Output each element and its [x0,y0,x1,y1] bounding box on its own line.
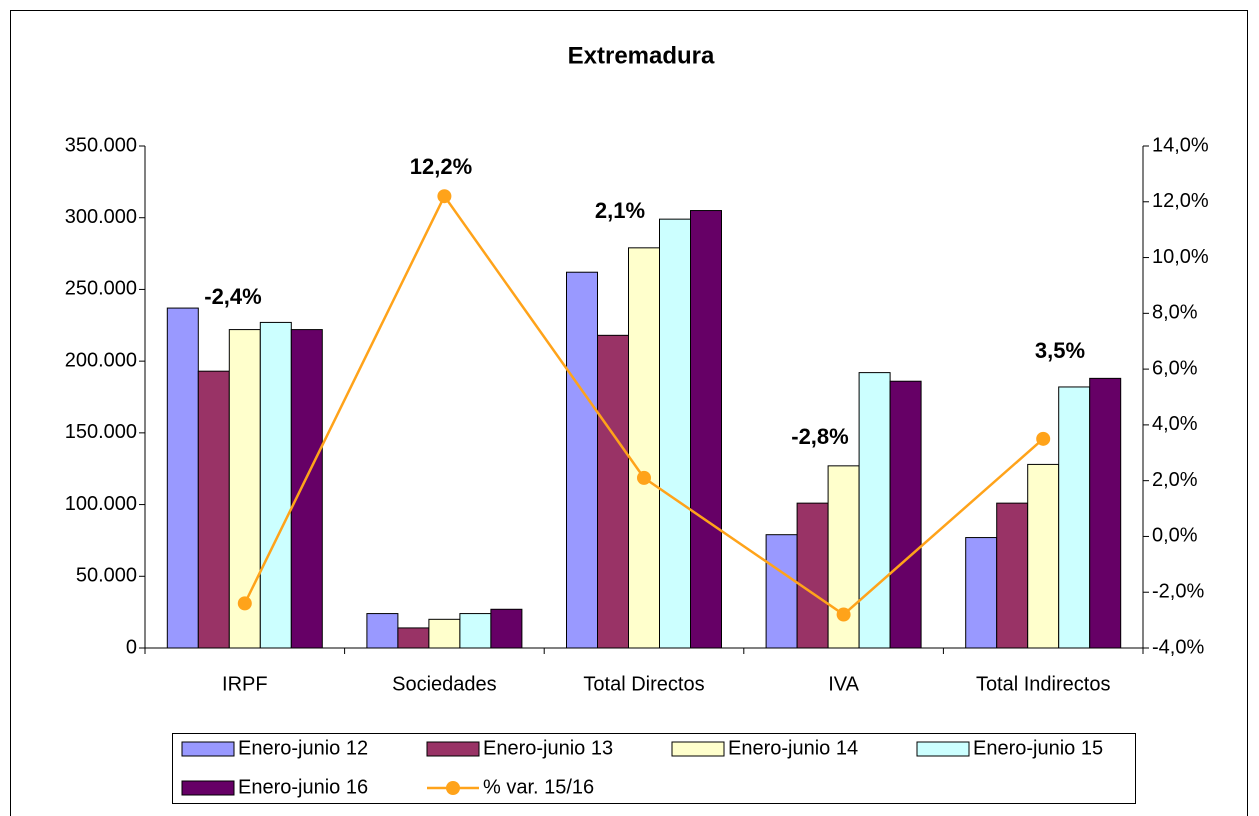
y2-tick-label: 10,0% [1152,246,1209,268]
value-label: 2,1% [595,198,645,223]
bar [459,613,492,649]
bar [259,321,292,649]
y2-tick-label: 8,0% [1152,302,1198,324]
bar [597,334,629,649]
bar [628,247,660,649]
bar [490,608,523,649]
line-point [437,189,452,204]
bar [197,370,230,649]
y-tick-label: 200.000 [65,349,137,371]
x-tick-label: IVA [828,673,859,695]
legend-marker [446,781,460,795]
y2-tick-label: 14,0% [1152,134,1209,156]
bar [1089,377,1122,649]
legend-label: Enero-junio 15 [973,737,1103,759]
line-point [637,470,651,485]
line-point [1036,431,1051,446]
y-tick-label: 150.000 [65,421,137,443]
legend-label: Enero-junio 13 [483,737,613,759]
bar [397,627,430,649]
bar [366,613,399,649]
legend-box [172,733,1136,804]
chart-title: Extremadura [568,42,715,69]
value-label: -2,4% [204,284,261,309]
bar [690,210,722,649]
bar [858,372,891,649]
value-label: -2,8% [791,424,848,449]
y2-tick-label: 2,0% [1152,469,1198,491]
y-tick-label: 100.000 [65,493,137,515]
y-tick-label: 0 [126,636,137,658]
bar [428,618,461,649]
legend-swatch [426,741,480,757]
bar [765,534,798,649]
bar [1027,463,1060,649]
legend-swatch [916,741,970,757]
legend-label: % var. 15/16 [483,776,594,798]
legend-swatch [181,780,235,796]
legend-label: Enero-junio 14 [728,737,858,759]
bar [166,307,199,649]
legend-swatch [181,741,235,757]
y2-tick-label: 6,0% [1152,357,1198,379]
y-tick-label: 300.000 [65,206,137,228]
y2-tick-label: 12,0% [1152,190,1209,212]
x-tick-label: Total Indirectos [976,673,1111,695]
legend-swatch [671,741,725,757]
x-tick-label: Sociedades [392,673,497,695]
bar [290,329,323,649]
y2-tick-label: -2,0% [1152,581,1204,603]
x-tick-label: Total Directos [583,673,704,695]
y-tick-label: 50.000 [76,565,137,587]
bar [1058,386,1091,649]
legend-label: Enero-junio 16 [238,776,368,798]
line-point [237,596,252,611]
x-tick-label: IRPF [222,673,268,695]
y-tick-label: 350.000 [65,134,137,156]
bar [996,502,1029,649]
y2-tick-label: -4,0% [1152,636,1204,658]
value-label: 12,2% [410,154,472,179]
bar [796,502,829,649]
value-label: 3,5% [1035,338,1085,363]
y2-tick-label: 4,0% [1152,413,1198,435]
bar [965,537,998,649]
line-point [836,607,851,622]
bar [889,380,922,649]
y2-tick-label: 0,0% [1152,525,1198,547]
bar [228,329,261,649]
bar [659,218,691,649]
legend-label: Enero-junio 12 [238,737,368,759]
y-tick-label: 250.000 [65,278,137,300]
bar [566,271,598,649]
